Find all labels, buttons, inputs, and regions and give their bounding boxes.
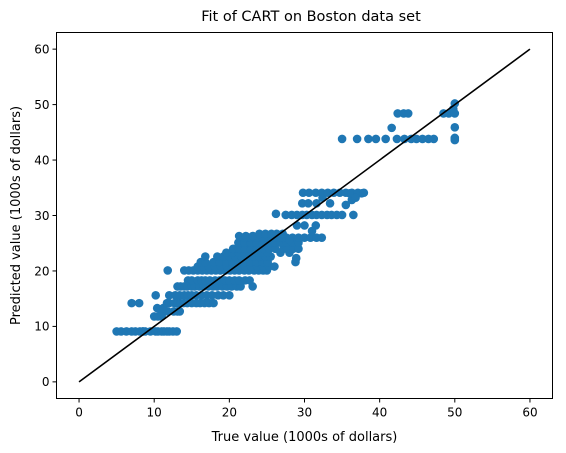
data-point: [285, 235, 294, 245]
data-point: [300, 233, 309, 242]
data-point: [245, 276, 254, 285]
y-tick-label: 50: [34, 98, 49, 112]
data-point: [429, 134, 439, 144]
data-point: [341, 188, 351, 198]
data-point: [450, 133, 460, 143]
x-tick-label: 0: [75, 406, 83, 420]
x-tick-label: 60: [522, 406, 537, 420]
data-point: [450, 109, 460, 118]
y-tick-label: 30: [34, 209, 49, 223]
data-point: [381, 134, 390, 144]
x-tick-label: 20: [222, 406, 237, 420]
x-axis-label: True value (1000s of dollars): [211, 430, 398, 445]
data-point: [281, 210, 291, 220]
data-point: [207, 291, 217, 300]
x-tick-label: 40: [372, 406, 387, 420]
y-tick-label: 0: [42, 375, 50, 389]
data-point: [291, 253, 301, 263]
data-points: [112, 99, 460, 336]
data-point: [311, 188, 321, 198]
data-point: [306, 233, 315, 242]
data-point: [412, 134, 421, 144]
data-point: [351, 193, 360, 203]
data-point: [187, 276, 197, 285]
data-point: [317, 188, 327, 198]
data-point: [418, 134, 427, 144]
data-point: [403, 109, 413, 118]
data-point: [172, 327, 182, 336]
data-point: [304, 188, 314, 198]
data-point: [228, 244, 238, 254]
data-point: [219, 291, 228, 300]
data-point: [323, 188, 333, 198]
data-point: [392, 134, 402, 144]
data-point: [294, 233, 303, 242]
data-point: [152, 303, 162, 313]
data-point: [278, 229, 288, 239]
data-point: [261, 229, 270, 239]
data-point: [151, 291, 160, 300]
chart-title: Fit of CART on Boston data set: [201, 9, 421, 25]
data-point: [134, 298, 144, 308]
y-tick-label: 60: [34, 42, 49, 56]
y-tick-label: 20: [34, 264, 49, 278]
data-point: [364, 134, 373, 144]
data-point: [450, 123, 460, 132]
data-point: [341, 200, 351, 210]
data-point: [337, 210, 347, 220]
data-point: [234, 231, 244, 241]
data-point: [325, 199, 335, 208]
data-point: [163, 266, 173, 275]
x-tick-label: 50: [447, 406, 462, 420]
data-point: [225, 291, 234, 300]
y-tick-label: 10: [34, 320, 49, 334]
y-axis: 0 10 20 30 40 50 60: [34, 42, 57, 389]
x-tick-label: 10: [147, 406, 162, 420]
data-point: [234, 276, 244, 285]
data-point: [393, 109, 402, 118]
data-point: [300, 221, 309, 230]
x-tick-label: 30: [297, 406, 312, 420]
data-point: [349, 210, 358, 220]
y-axis-label: Predicted value (1000s of dollars): [9, 106, 24, 325]
data-point: [209, 298, 218, 308]
data-point: [317, 233, 327, 242]
data-point: [371, 134, 381, 144]
y-tick-label: 40: [34, 153, 49, 167]
data-point: [201, 252, 210, 261]
data-point: [272, 229, 281, 239]
data-point: [241, 231, 251, 241]
data-point: [164, 291, 174, 300]
data-point: [387, 123, 396, 133]
data-point: [359, 188, 369, 198]
reference-line: [78, 48, 531, 383]
data-point: [337, 134, 347, 144]
data-point: [270, 262, 279, 271]
data-point: [303, 199, 313, 208]
data-point: [255, 229, 264, 239]
data-point: [307, 226, 317, 236]
x-axis: 0 10 20 30 40 50 60: [75, 398, 538, 420]
data-point: [297, 199, 307, 208]
reference-line-group: [78, 48, 531, 383]
data-point: [248, 231, 257, 241]
data-point: [352, 134, 362, 144]
data-point: [298, 188, 308, 198]
data-point: [222, 248, 231, 257]
data-point: [234, 238, 243, 247]
data-point: [294, 244, 303, 254]
data-point: [271, 209, 281, 219]
data-point: [213, 252, 222, 261]
data-point: [127, 298, 136, 308]
